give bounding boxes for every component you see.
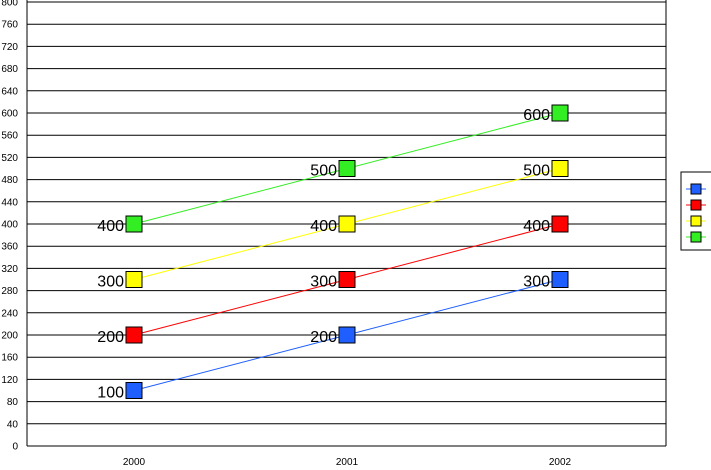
y-tick-label: 80 — [7, 397, 19, 408]
y-tick-label: 40 — [7, 419, 19, 430]
y-tick-label: 120 — [1, 375, 18, 386]
grid-lines — [27, 1, 666, 425]
data-point-marker — [338, 215, 356, 233]
data-point-marker — [125, 271, 143, 288]
y-tick-label: 320 — [1, 264, 18, 275]
legend — [680, 171, 711, 251]
data-label: 400 — [97, 218, 124, 235]
y-tick-label: 600 — [1, 109, 18, 120]
data-point-marker — [338, 271, 356, 288]
y-tick-label: 240 — [1, 308, 18, 319]
y-tick-label: 200 — [1, 331, 18, 342]
data-point-marker — [551, 104, 569, 122]
y-tick-label: 680 — [1, 64, 18, 75]
y-tick-label: 720 — [1, 42, 18, 53]
y-tick-label: 280 — [1, 286, 18, 297]
data-labels: 100 200 300 200 300 400 300 400 500 400 500 600 — [97, 107, 550, 402]
data-point-marker — [551, 271, 569, 288]
y-tick-label: 800 — [1, 0, 18, 9]
x-tick-label: 2002 — [549, 457, 572, 468]
data-label: 500 — [523, 163, 550, 180]
y-tick-label: 360 — [1, 242, 18, 253]
data-label: 400 — [523, 218, 550, 235]
data-point-marker — [125, 382, 143, 399]
series-lines — [133, 112, 561, 391]
legend-marker-swatch — [690, 183, 702, 195]
y-tick-label: 440 — [1, 197, 18, 208]
series-markers — [125, 104, 569, 399]
data-label: 300 — [523, 274, 550, 291]
data-point-marker — [338, 160, 356, 177]
y-tick-label: 520 — [1, 153, 18, 164]
data-point-marker — [551, 160, 569, 177]
data-label: 500 — [310, 163, 337, 180]
data-label: 600 — [523, 107, 550, 124]
y-tick-label: 160 — [1, 353, 18, 364]
data-point-marker — [125, 326, 143, 344]
data-label: 200 — [97, 329, 124, 346]
legend-marker-swatch — [690, 199, 702, 211]
y-tick-label: 480 — [1, 175, 18, 186]
x-tick-labels: 2000 2001 2002 — [123, 457, 572, 468]
legend-marker-swatch — [690, 215, 702, 227]
data-label: 300 — [310, 274, 337, 291]
y-tick-label: 760 — [1, 20, 18, 31]
data-label: 200 — [310, 329, 337, 346]
data-point-marker — [338, 326, 356, 344]
axes — [26, 0, 667, 447]
y-tick-label: 0 — [12, 442, 18, 453]
y-tick-label: 640 — [1, 86, 18, 97]
y-tick-labels: 0 40 80 120 160 200 240 280 320 360 400 440 480 520 56… — [1, 0, 18, 453]
data-label: 300 — [97, 274, 124, 291]
y-tick-label: 560 — [1, 131, 18, 142]
data-point-marker — [125, 215, 143, 233]
y-tick-label: 400 — [1, 220, 18, 231]
x-tick-label: 2000 — [123, 457, 146, 468]
x-tick-label: 2001 — [336, 457, 359, 468]
data-label: 100 — [97, 385, 124, 402]
legend-marker-swatch — [690, 231, 702, 243]
data-label: 400 — [310, 218, 337, 235]
data-point-marker — [551, 215, 569, 233]
